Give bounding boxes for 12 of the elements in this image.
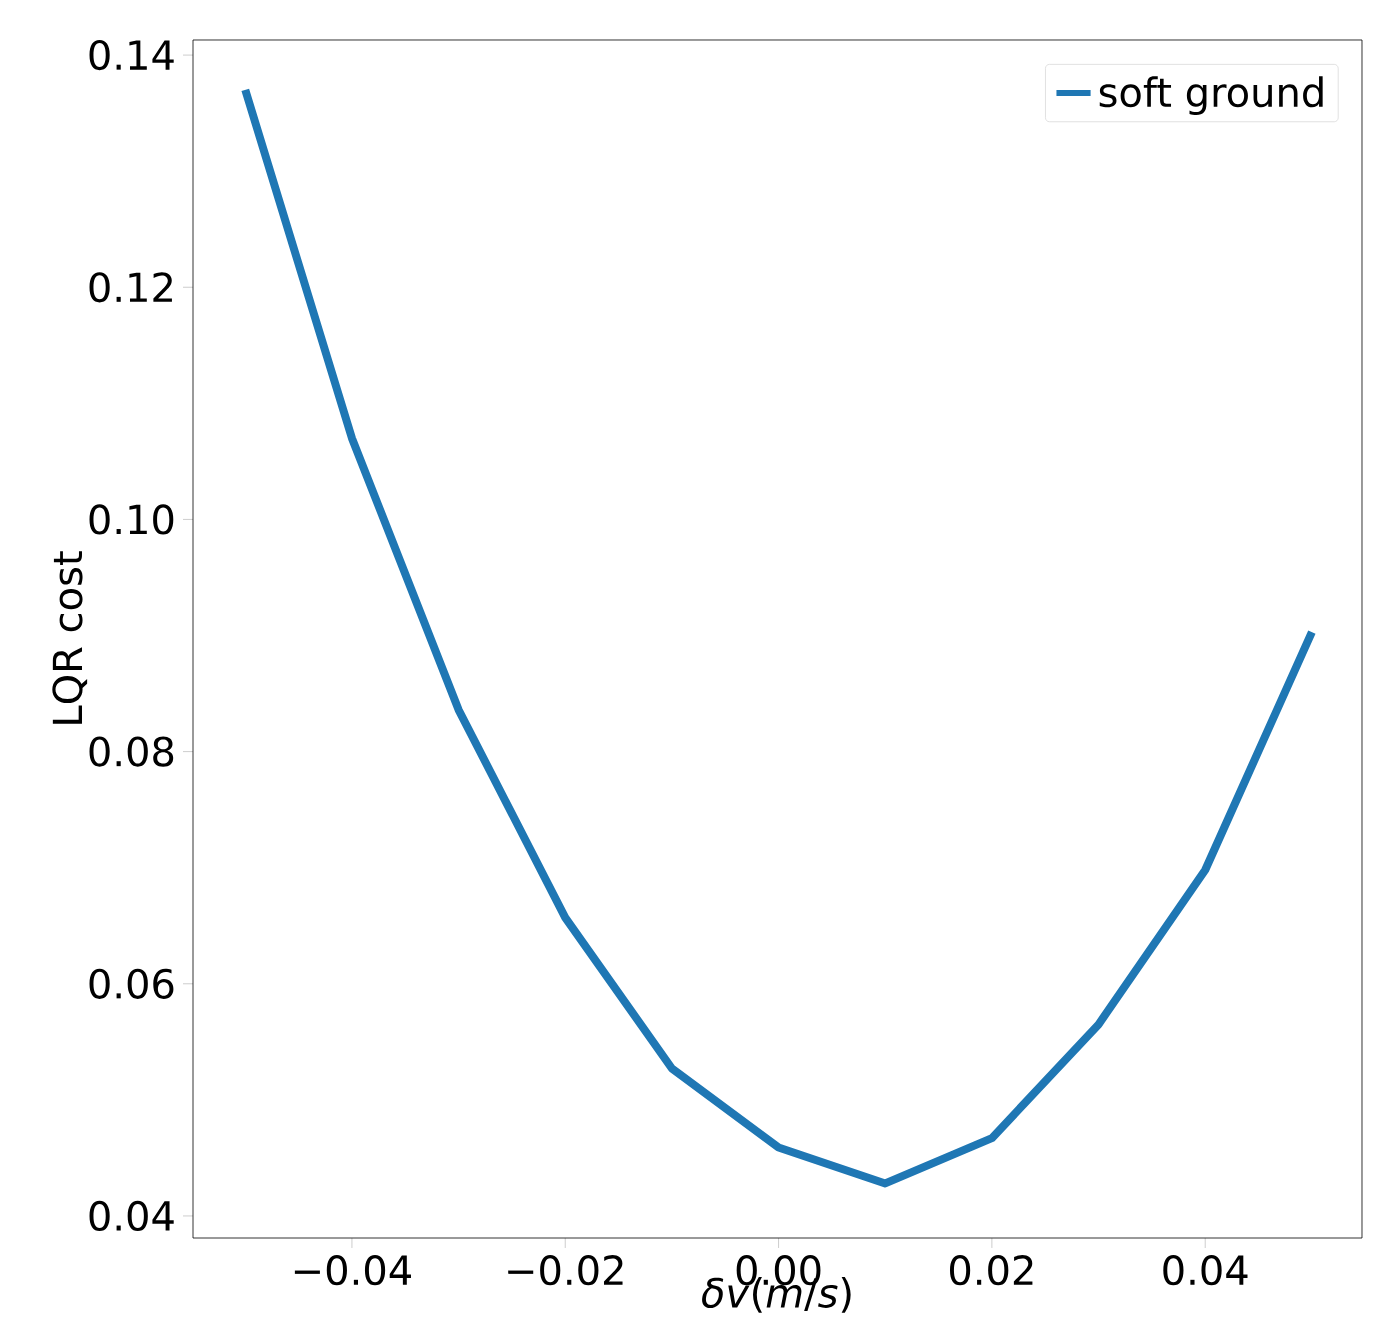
y-tick-label: 0.08 (89, 736, 174, 767)
y-tick-label: 0.04 (89, 1200, 174, 1232)
y-axis-title: LQR cost (52, 551, 88, 724)
y-tick-label: 0.12 (89, 272, 172, 303)
x-tick-label: 0.02 (949, 1255, 1033, 1286)
x-tick-label: −0.02 (508, 1255, 623, 1286)
y-tick-label: 0.14 (89, 39, 174, 71)
x-tick-label: 0.04 (1163, 1255, 1248, 1286)
x-tick-label: −0.04 (294, 1255, 411, 1286)
y-tick-label: 0.10 (89, 504, 174, 535)
legend-label: soft ground (1099, 76, 1323, 116)
y-tick-label: 0.06 (89, 968, 174, 999)
